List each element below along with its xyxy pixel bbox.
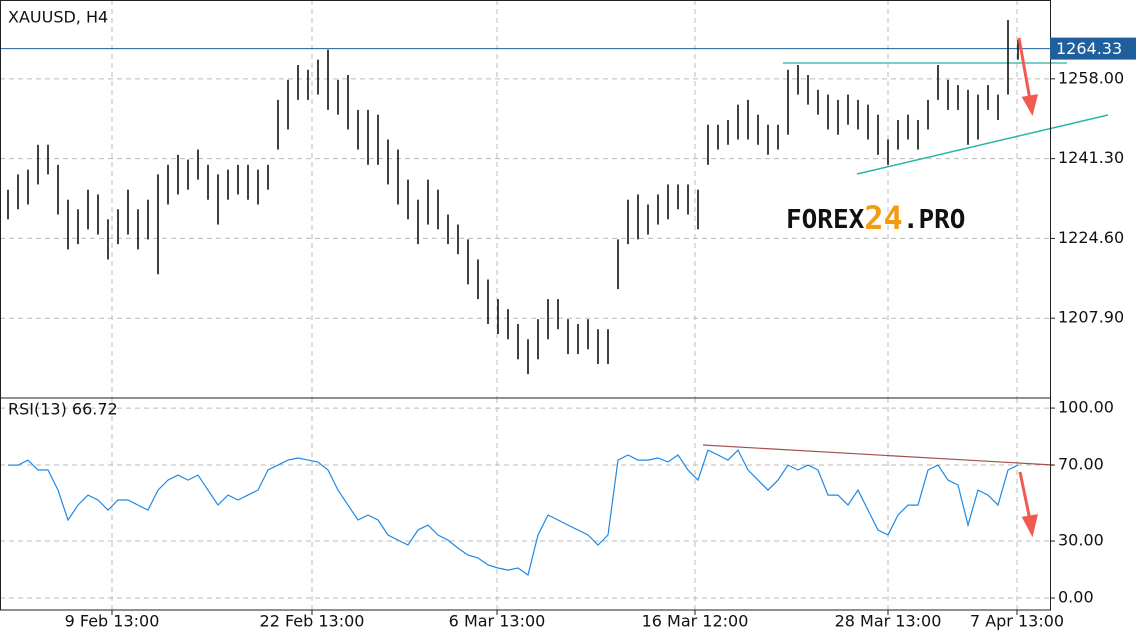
x-tick-label: 6 Mar 13:00: [449, 612, 546, 631]
rsi-line: [8, 449, 1019, 576]
last-price-label: 1264.33: [1056, 39, 1122, 58]
rsi-trend-line: [702, 444, 1054, 466]
y-tick-label: 30.00: [1058, 531, 1104, 550]
marks: [0, 20, 1050, 576]
watermark-part: FOREX: [786, 205, 865, 235]
support-line: [856, 114, 1109, 175]
arrow: [1017, 37, 1032, 101]
x-tick-label: 16 Mar 12:00: [642, 612, 749, 631]
arrow: [1018, 471, 1032, 521]
arrow-head: [1021, 514, 1038, 538]
y-tick-label: 100.00: [1058, 398, 1114, 417]
rsi-title: RSI(13) 66.72: [8, 400, 118, 419]
y-tick-label: 0.00: [1058, 588, 1094, 607]
y-tick-label: 1207.90: [1058, 308, 1124, 327]
watermark-part: 24: [864, 199, 903, 237]
y-tick-label: 1258.00: [1058, 68, 1124, 87]
x-tick-label: 28 Mar 13:00: [835, 612, 942, 631]
chart-title: XAUUSD, H4: [8, 8, 108, 27]
rsi-panel-frame: [0, 397, 1051, 611]
x-tick-label: 9 Feb 13:00: [65, 612, 160, 631]
y-tick-label: 70.00: [1058, 455, 1104, 474]
watermark: FOREX24.PRO: [786, 199, 965, 237]
arrows: [1017, 37, 1039, 538]
arrow-head: [1021, 94, 1039, 116]
y-tick-label: 1241.30: [1058, 148, 1124, 167]
x-tick-label: 7 Apr 13:00: [970, 612, 1064, 631]
watermark-part: .PRO: [903, 205, 966, 235]
last-price-box: [1050, 37, 1136, 60]
grid: [0, 0, 1050, 610]
y-tick-label: 1224.60: [1058, 228, 1124, 247]
x-tick-label: 22 Feb 13:00: [260, 612, 365, 631]
